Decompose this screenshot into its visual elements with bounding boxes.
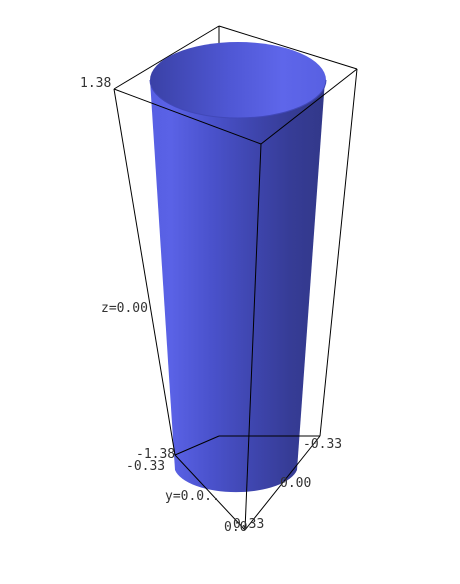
x-axis-min-label: -0.33 xyxy=(303,437,342,452)
cylinder-top-rim-shading xyxy=(149,79,327,119)
bounding-box-front xyxy=(113,68,358,531)
z-axis-center-label: z=0.00 xyxy=(101,301,148,316)
y-axis-center-label: y=0.0.. xyxy=(165,489,220,504)
z-axis-min-label: -1.38 xyxy=(136,447,175,462)
z-axis-max-label: 1.38 xyxy=(80,76,111,91)
y-axis-min-label: -0.33 xyxy=(126,459,165,474)
cylinder-body xyxy=(150,80,325,493)
x-axis-center-label: 0.00 xyxy=(280,476,311,491)
origin-overlap-label: 0.0 xyxy=(224,520,247,535)
cylinder-surface xyxy=(149,42,327,493)
y-axis-max-label: 0.33 xyxy=(233,517,264,532)
cylinder-top-opening xyxy=(150,42,326,118)
axis-labels: 1.38 z=0.00 -1.38 -0.33 y=0.0.. 0.33 0.0… xyxy=(80,76,342,535)
